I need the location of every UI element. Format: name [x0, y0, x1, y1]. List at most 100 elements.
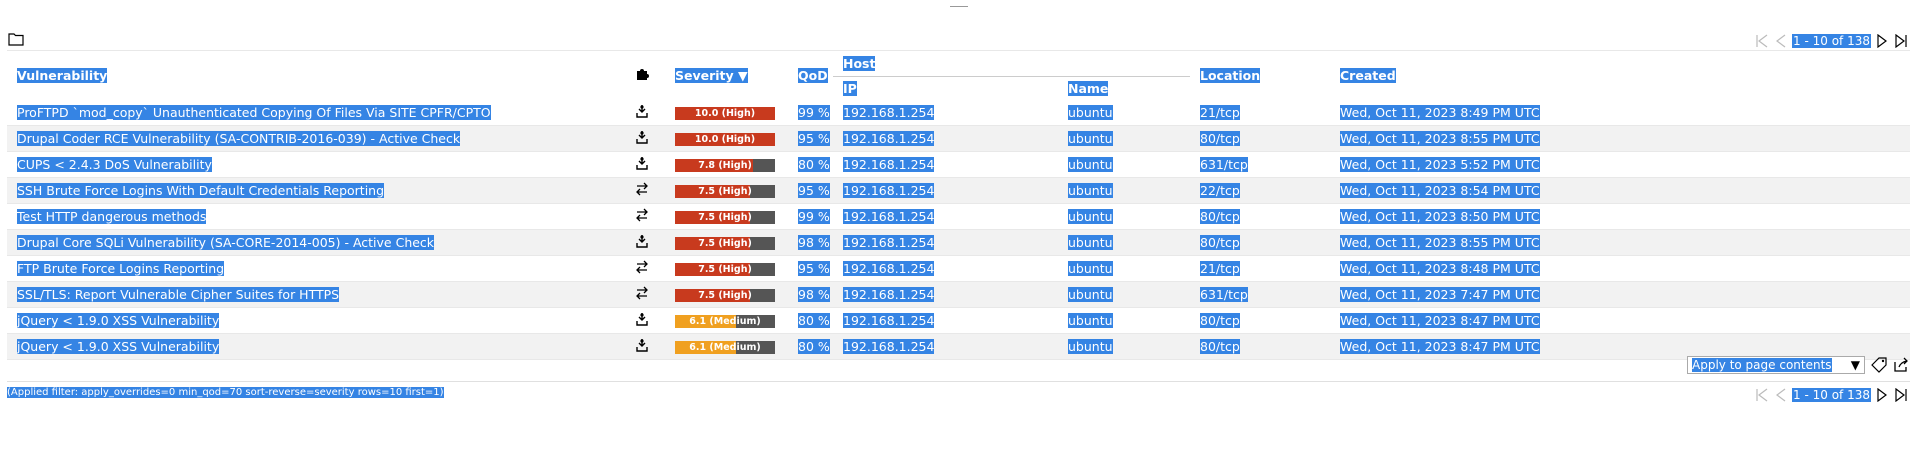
ip-cell[interactable]: 192.168.1.254 — [833, 229, 1058, 256]
table-row[interactable]: CUPS < 2.4.3 DoS Vulnerability 7.8 (High)… — [7, 151, 1910, 178]
applied-filter-text: (Applied filter: apply_overrides=0 min_q… — [7, 387, 444, 398]
solution-type-cell — [619, 177, 665, 204]
table-row[interactable]: Test HTTP dangerous methods 7.5 (High) 99 … — [7, 203, 1910, 230]
solution-type-cell — [619, 307, 665, 334]
severity-bar: 6.1 (Medium) — [675, 341, 775, 354]
table-row[interactable]: Drupal Coder RCE Vulnerability (SA-CONTR… — [7, 125, 1910, 152]
resize-handle[interactable] — [950, 6, 968, 7]
created-cell: Wed, Oct 11, 2023 8:47 PM UTC — [1330, 333, 1910, 360]
column-header-severity[interactable]: Severity ▼ — [675, 68, 748, 83]
export-icon[interactable] — [1893, 357, 1909, 373]
pagination-label: 1 - 10 of 138 — [1792, 34, 1871, 48]
vulnerability-cell[interactable]: jQuery < 1.9.0 XSS Vulnerability — [7, 333, 619, 360]
results-table-body: ProFTPD `mod_copy` Unauthenticated Copyi… — [7, 100, 1910, 360]
ip-cell[interactable]: 192.168.1.254 — [833, 307, 1058, 334]
column-header-vulnerability[interactable]: Vulnerability — [17, 68, 108, 83]
table-row[interactable]: jQuery < 1.9.0 XSS Vulnerability 6.1 (Med… — [7, 333, 1910, 360]
download-icon — [635, 313, 649, 329]
severity-cell: 7.5 (High) — [665, 229, 788, 256]
ip-cell[interactable]: 192.168.1.254 — [833, 125, 1058, 152]
severity-cell: 7.5 (High) — [665, 177, 788, 204]
severity-bar-fill — [675, 159, 753, 172]
results-table: Vulnerability Severity ▼ QoD Host Locati… — [7, 51, 1910, 360]
download-icon — [635, 131, 649, 147]
severity-bar: 7.5 (High) — [675, 237, 775, 250]
vulnerability-cell[interactable]: Test HTTP dangerous methods — [7, 203, 619, 230]
first-page-icon[interactable] — [1754, 33, 1770, 49]
vulnerability-cell[interactable]: CUPS < 2.4.3 DoS Vulnerability — [7, 151, 619, 178]
table-row[interactable]: FTP Brute Force Logins Reporting 7.5 (Hig… — [7, 255, 1910, 282]
vulnerability-cell[interactable]: jQuery < 1.9.0 XSS Vulnerability — [7, 307, 619, 334]
tag-icon[interactable] — [1871, 357, 1887, 373]
solution-type-cell — [619, 281, 665, 308]
puzzle-icon — [637, 69, 649, 80]
column-header-solution-type[interactable] — [619, 51, 665, 100]
severity-bar-fill — [675, 289, 750, 302]
severity-bar: 7.5 (High) — [675, 211, 775, 224]
severity-bar-fill — [675, 341, 736, 354]
solution-type-cell — [619, 100, 665, 126]
created-cell: Wed, Oct 11, 2023 8:48 PM UTC — [1330, 255, 1910, 282]
pagination-label: 1 - 10 of 138 — [1792, 388, 1871, 402]
qod-cell: 98 % — [788, 229, 833, 256]
severity-bar-fill — [675, 133, 775, 146]
severity-cell: 6.1 (Medium) — [665, 307, 788, 334]
severity-bar: 7.5 (High) — [675, 185, 775, 198]
location-cell: 21/tcp — [1190, 255, 1330, 282]
created-cell: Wed, Oct 11, 2023 8:50 PM UTC — [1330, 203, 1910, 230]
column-header-location[interactable]: Location — [1200, 68, 1261, 83]
location-cell: 80/tcp — [1190, 125, 1330, 152]
severity-label: 6.1 (Medium) — [689, 342, 761, 353]
table-row[interactable]: jQuery < 1.9.0 XSS Vulnerability 6.1 (Med… — [7, 307, 1910, 334]
ip-cell[interactable]: 192.168.1.254 — [833, 333, 1058, 360]
created-cell: Wed, Oct 11, 2023 8:54 PM UTC — [1330, 177, 1910, 204]
swap-icon — [635, 182, 649, 199]
chevron-down-icon: ▼ — [1850, 358, 1860, 372]
ip-cell[interactable]: 192.168.1.254 — [833, 100, 1058, 126]
vulnerability-cell[interactable]: SSH Brute Force Logins With Default Cred… — [7, 177, 619, 204]
ip-cell[interactable]: 192.168.1.254 — [833, 151, 1058, 178]
vulnerability-cell[interactable]: ProFTPD `mod_copy` Unauthenticated Copyi… — [7, 100, 619, 126]
location-cell: 631/tcp — [1190, 151, 1330, 178]
first-page-icon[interactable] — [1754, 387, 1770, 403]
solution-type-cell — [619, 255, 665, 282]
last-page-icon[interactable] — [1893, 387, 1909, 403]
table-row[interactable]: SSH Brute Force Logins With Default Cred… — [7, 177, 1910, 204]
next-page-icon[interactable] — [1874, 33, 1890, 49]
created-cell: Wed, Oct 11, 2023 8:55 PM UTC — [1330, 229, 1910, 256]
vulnerability-cell[interactable]: SSL/TLS: Report Vulnerable Cipher Suites… — [7, 281, 619, 308]
table-row[interactable]: SSL/TLS: Report Vulnerable Cipher Suites… — [7, 281, 1910, 308]
host-name-cell: ubuntu — [1058, 100, 1190, 126]
host-name-cell: ubuntu — [1058, 229, 1190, 256]
severity-cell: 7.5 (High) — [665, 203, 788, 230]
table-row[interactable]: Drupal Core SQLi Vulnerability (SA-CORE-… — [7, 229, 1910, 256]
qod-cell: 95 % — [788, 255, 833, 282]
severity-cell: 10.0 (High) — [665, 100, 788, 126]
column-header-ip[interactable]: IP — [843, 81, 857, 96]
ip-cell[interactable]: 192.168.1.254 — [833, 255, 1058, 282]
vulnerability-cell[interactable]: FTP Brute Force Logins Reporting — [7, 255, 619, 282]
vulnerability-cell[interactable]: Drupal Core SQLi Vulnerability (SA-CORE-… — [7, 229, 619, 256]
qod-cell: 99 % — [788, 100, 833, 126]
location-cell: 21/tcp — [1190, 100, 1330, 126]
severity-cell: 7.5 (High) — [665, 255, 788, 282]
last-page-icon[interactable] — [1893, 33, 1909, 49]
ip-cell[interactable]: 192.168.1.254 — [833, 281, 1058, 308]
next-page-icon[interactable] — [1874, 387, 1890, 403]
folder-icon[interactable] — [8, 32, 24, 46]
column-header-created[interactable]: Created — [1340, 68, 1396, 83]
vulnerability-cell[interactable]: Drupal Coder RCE Vulnerability (SA-CONTR… — [7, 125, 619, 152]
apply-to-select-value: Apply to page contents — [1692, 358, 1832, 372]
column-header-host: Host — [833, 51, 1190, 77]
apply-to-select[interactable]: Apply to page contents ▼ — [1687, 356, 1865, 374]
previous-page-icon[interactable] — [1773, 33, 1789, 49]
ip-cell[interactable]: 192.168.1.254 — [833, 177, 1058, 204]
table-row[interactable]: ProFTPD `mod_copy` Unauthenticated Copyi… — [7, 100, 1910, 126]
pagination-top: 1 - 10 of 138 — [1754, 32, 1909, 50]
column-header-name[interactable]: Name — [1068, 81, 1109, 96]
column-header-qod[interactable]: QoD — [798, 68, 828, 83]
download-icon — [635, 157, 649, 173]
severity-label: 7.5 (High) — [698, 238, 752, 249]
previous-page-icon[interactable] — [1773, 387, 1789, 403]
ip-cell[interactable]: 192.168.1.254 — [833, 203, 1058, 230]
